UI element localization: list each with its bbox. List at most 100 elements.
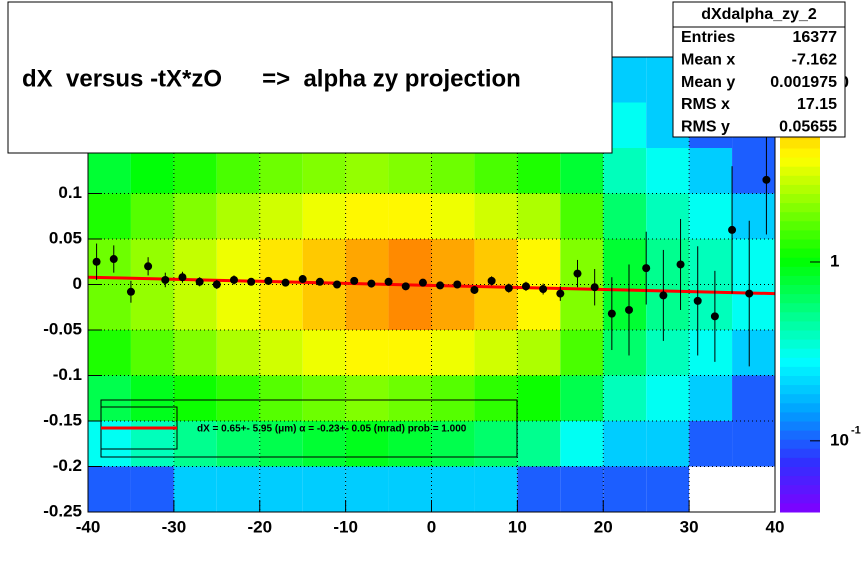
heat-cell	[216, 330, 260, 376]
palette-cell	[780, 293, 820, 304]
profile-point	[178, 273, 187, 282]
profile-point	[367, 279, 376, 288]
profile-point	[144, 262, 153, 271]
profile-point	[401, 282, 410, 291]
heat-cell	[345, 148, 389, 194]
heat-cell	[302, 239, 346, 285]
heat-cell	[431, 421, 475, 467]
palette-cell	[780, 375, 820, 386]
heat-cell	[431, 330, 475, 376]
heat-cell	[689, 148, 733, 194]
heat-cell	[560, 466, 604, 512]
profile-point	[264, 276, 273, 285]
heat-cell	[603, 375, 647, 421]
x-tick-label: -10	[333, 517, 358, 536]
x-tick-label: 0	[427, 517, 436, 536]
palette-cell	[780, 193, 820, 204]
title-frame	[7, 1, 613, 154]
heat-cell	[388, 239, 432, 285]
profile-point	[521, 282, 530, 291]
profile-point	[350, 276, 359, 285]
heat-cell	[603, 330, 647, 376]
heat-cell	[646, 148, 690, 194]
palette-cell	[780, 348, 820, 358]
x-tick-label: -40	[76, 517, 101, 536]
heat-cell	[732, 421, 775, 467]
palette-cell	[780, 330, 820, 340]
profile-point	[659, 291, 668, 300]
profile-point	[590, 283, 599, 292]
heat-cell	[431, 466, 475, 512]
stats-label: RMS y	[681, 118, 730, 135]
heat-cell	[689, 421, 733, 467]
profile-point	[607, 309, 616, 318]
heat-cell	[388, 193, 432, 239]
palette-cell	[780, 266, 820, 276]
palette-cell	[780, 502, 820, 513]
heat-cell	[474, 148, 518, 194]
heat-cell	[732, 148, 775, 194]
heat-cell	[259, 239, 303, 285]
palette-cell	[780, 357, 820, 367]
heat-cell	[388, 421, 432, 467]
heat-cell	[259, 284, 303, 330]
palette-cell	[780, 439, 820, 449]
heat-cell	[560, 330, 604, 376]
stats-value: 17.15	[797, 96, 837, 113]
heat-cell	[560, 284, 604, 330]
heat-cell	[603, 466, 647, 512]
heat-cell	[259, 421, 303, 467]
heat-cell	[474, 466, 518, 512]
stats-value: 16377	[793, 29, 838, 46]
heat-cell	[259, 148, 303, 194]
heat-cell	[732, 330, 775, 376]
heat-cell	[173, 284, 217, 330]
heat-cell	[646, 193, 690, 239]
profile-point	[453, 280, 462, 289]
palette-cell	[780, 339, 820, 349]
profile-point	[573, 269, 582, 278]
heat-cell	[431, 284, 475, 330]
heat-cell	[603, 239, 647, 285]
heat-cell	[517, 193, 561, 239]
profile-point	[710, 312, 719, 321]
heat-cell	[130, 148, 174, 194]
profile-point	[762, 175, 771, 184]
profile-point	[315, 277, 324, 286]
heat-cell	[646, 421, 690, 467]
heat-cell	[388, 330, 432, 376]
chart-title: dX versus -tX*zO => alpha zy projection	[22, 65, 521, 92]
palette-cell	[780, 366, 820, 376]
heat-cell	[603, 193, 647, 239]
palette-cell	[780, 302, 820, 313]
stats-label: Mean y	[681, 74, 735, 91]
heat-cell	[689, 239, 733, 285]
title-box: dX versus -tX*zO => alpha zy projection	[7, 1, 613, 154]
x-tick-label: 10	[508, 517, 527, 536]
heat-cell	[388, 466, 432, 512]
profile-point	[539, 285, 548, 294]
palette-cell	[780, 220, 820, 231]
profile-point	[298, 275, 307, 284]
stats-label: Entries	[681, 29, 735, 46]
heat-cell	[216, 193, 260, 239]
heat-cell	[345, 466, 389, 512]
palette-cell	[780, 493, 820, 504]
heat-cell	[560, 193, 604, 239]
heat-cell	[474, 239, 518, 285]
palette-cell	[780, 175, 820, 185]
heat-cell	[474, 330, 518, 376]
profile-point	[487, 276, 496, 285]
y-tick-label: -0.1	[53, 365, 82, 384]
axes: -40 -30 -20 -10 0 10 20 30 40 -0.25 -0.2 -0.15 -0.1 -…	[43, 183, 784, 537]
heat-cell	[431, 239, 475, 285]
heat-cell	[345, 284, 389, 330]
heat-cell	[517, 239, 561, 285]
heat-cell	[345, 375, 389, 421]
heat-cell	[302, 375, 346, 421]
palette-cell	[780, 148, 820, 158]
legend: dX = 0.65+- 5.95 (μm) α = -0.23+- 0.05 (…	[100, 399, 518, 458]
heat-cell	[88, 330, 131, 376]
profile-point	[728, 225, 737, 234]
